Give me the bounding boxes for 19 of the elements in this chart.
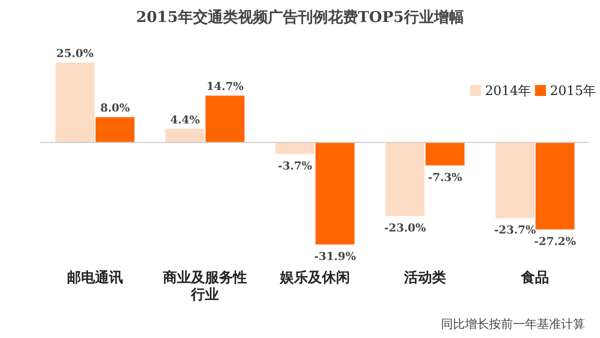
data-label: 8.0% — [100, 102, 130, 115]
chart-title: 2015年交通类视频广告刊例花费TOP5行业增幅 — [136, 8, 464, 26]
data-label: 4.4% — [170, 113, 200, 126]
x-tick-label: 食品 — [520, 270, 550, 287]
data-label: -31.9% — [314, 250, 356, 263]
data-label: -7.3% — [428, 170, 463, 184]
data-label: -23.7% — [494, 224, 536, 237]
x-tick-label: 活动类 — [403, 270, 447, 287]
legend-label: 2014年 — [485, 84, 532, 99]
legend-label: 2015年 — [550, 84, 596, 99]
text: 同比增长按前一年基准计算 — [441, 317, 585, 331]
data-label: 25.0% — [56, 47, 94, 60]
data-label: 14.7% — [206, 80, 244, 94]
x-tick-label: 娱乐及休闲 — [278, 270, 351, 287]
data-label: -23.0% — [384, 221, 426, 234]
data-label: -27.2% — [534, 234, 576, 248]
x-tick-label: 商业及服务性行业 — [162, 270, 248, 304]
data-label: -3.7% — [278, 159, 313, 172]
x-tick-label: 邮电通讯 — [66, 270, 124, 287]
